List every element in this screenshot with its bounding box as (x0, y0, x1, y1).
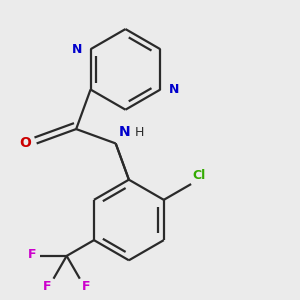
Text: Cl: Cl (193, 169, 206, 182)
Text: F: F (82, 280, 90, 293)
Text: F: F (28, 248, 37, 261)
Text: O: O (20, 136, 32, 150)
Text: N: N (169, 83, 179, 96)
Text: N: N (119, 125, 131, 139)
Text: N: N (71, 43, 82, 56)
Text: F: F (43, 280, 52, 293)
Text: H: H (135, 126, 144, 139)
